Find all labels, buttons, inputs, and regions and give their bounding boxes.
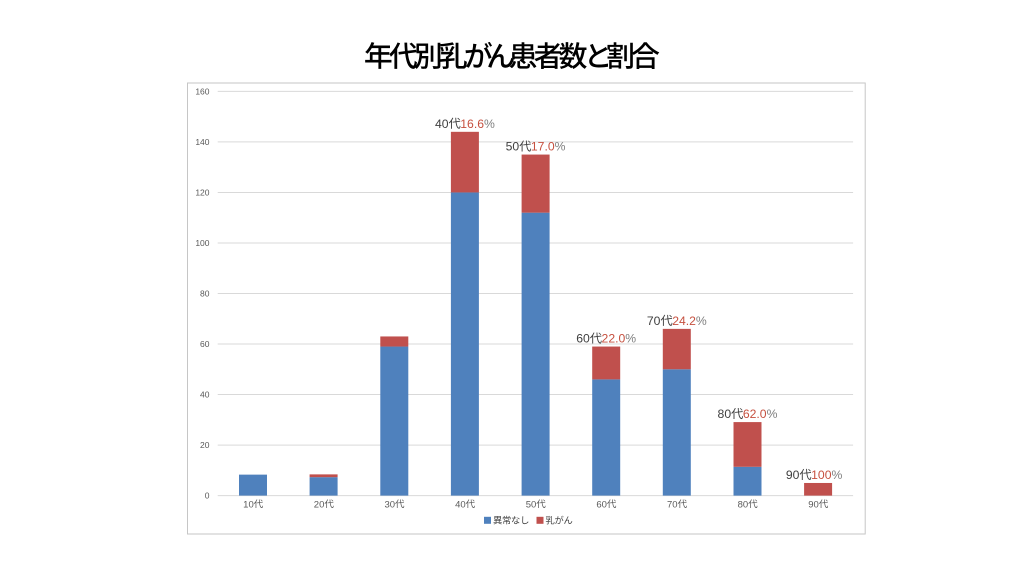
svg-text:17.0: 17.0	[531, 140, 555, 154]
svg-text:70: 70	[647, 314, 661, 328]
svg-text:60: 60	[576, 332, 590, 346]
svg-text:90: 90	[808, 499, 819, 510]
svg-text:10: 10	[243, 499, 254, 510]
svg-text:%: %	[625, 332, 636, 346]
svg-text:0: 0	[205, 491, 210, 501]
svg-text:160: 160	[195, 87, 209, 97]
svg-text:20: 20	[200, 440, 210, 450]
svg-text:%: %	[832, 468, 843, 482]
svg-text:24.2: 24.2	[672, 314, 696, 328]
svg-text:40: 40	[200, 390, 210, 400]
svg-text:40: 40	[455, 499, 466, 510]
svg-text:%: %	[696, 314, 707, 328]
svg-text:20: 20	[314, 499, 325, 510]
svg-text:90: 90	[786, 468, 800, 482]
svg-text:%: %	[767, 407, 778, 421]
svg-text:100: 100	[195, 238, 209, 248]
svg-text:62.0: 62.0	[743, 407, 767, 421]
svg-text:22.0: 22.0	[602, 332, 626, 346]
svg-text:140: 140	[195, 137, 209, 147]
svg-text:120: 120	[195, 188, 209, 198]
svg-text:60: 60	[200, 339, 210, 349]
svg-text:80: 80	[200, 289, 210, 299]
svg-text:80: 80	[738, 499, 749, 510]
svg-text:30: 30	[384, 499, 395, 510]
svg-text:%: %	[555, 140, 566, 154]
svg-text:50: 50	[506, 140, 520, 154]
svg-text:40: 40	[435, 117, 449, 131]
svg-text:60: 60	[596, 499, 607, 510]
svg-text:%: %	[484, 117, 495, 131]
svg-text:70: 70	[667, 499, 678, 510]
svg-text:16.6: 16.6	[460, 117, 484, 131]
svg-text:100: 100	[811, 468, 832, 482]
svg-text:50: 50	[526, 499, 537, 510]
svg-text:80: 80	[718, 407, 732, 421]
